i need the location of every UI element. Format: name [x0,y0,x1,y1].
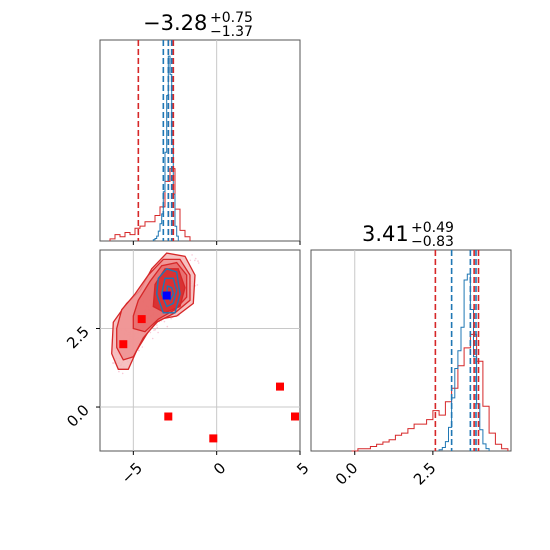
panel-marginal-x-histograms [109,55,191,241]
sample-point [194,257,197,260]
y-tick-label-1: 2.5 [63,323,93,353]
sample-point [151,337,154,340]
histogram-red [351,333,509,452]
sample-point [191,254,193,256]
sample-point [149,331,152,334]
sample-point [154,328,157,331]
panel-marginal-y-ticks: 0.0 2.5 [332,451,440,489]
title-marginal-x-upper: +0.75 [210,10,253,26]
sample-point [141,346,144,348]
contour-blue-1 [160,277,178,308]
panel-marginal-x-ticks [132,241,301,245]
panel-joint-points [119,291,299,443]
sample-point [138,349,140,352]
sample-point [156,326,159,329]
red-square-2 [164,412,173,421]
contour-blue-0 [155,267,181,314]
title-marginal-x-lower: −1.37 [210,24,253,40]
sample-point [197,260,199,262]
x-tick-label-0: −5 [118,459,146,487]
x-tick-label-1: 2.5 [410,459,440,489]
panel-marginal-y-quantiles [434,250,480,451]
sample-point [197,262,200,264]
red-square-4 [276,382,284,391]
x-tick-label-1: 0 [210,459,229,478]
y-tick-label-0: 0.0 [63,401,93,431]
sample-point [156,324,158,326]
sample-point [166,325,169,328]
contour-red-3 [152,268,186,314]
x-tick-label-0: 0.0 [332,459,362,489]
sample-point [113,362,115,364]
panel-joint-contours [111,252,196,370]
x-tick-label-2: 5 [293,459,312,478]
title-marginal-x-median: −3.28 [143,11,207,35]
sample-point [189,259,192,262]
title-marginal-y-median: 3.41 [362,222,409,246]
sample-point [121,372,124,375]
red-square-3 [209,434,218,443]
red-square-0 [119,340,128,349]
title-marginal-y-lower: −0.83 [411,234,454,250]
sample-point [170,317,172,320]
panel-marginal-x-frame [99,39,301,242]
red-square-1 [137,315,146,324]
sample-point [157,331,159,334]
panel-marginal-y-histograms [351,273,509,452]
red-square-5 [291,412,299,421]
panel-marginal-x-quantiles [137,40,175,241]
histogram-blue [152,55,179,241]
sample-point [196,284,199,286]
sample-point [153,329,155,331]
histogram-red [109,168,191,241]
sample-point [118,370,120,373]
panel-marginal-y-frame [310,249,512,452]
blue-square [162,291,171,300]
panel-marginal-x: −3.28 +0.75 −1.37 [99,10,301,245]
sample-point [163,320,166,323]
title-marginal-y-upper: +0.49 [411,220,454,236]
histogram-blue [438,273,490,451]
panel-marginal-y: 0.0 2.5 3.41 +0.49 −0.83 [310,220,512,489]
sample-point [194,259,196,262]
panel-joint: −5 0 5 0.0 2.5 [63,249,313,487]
